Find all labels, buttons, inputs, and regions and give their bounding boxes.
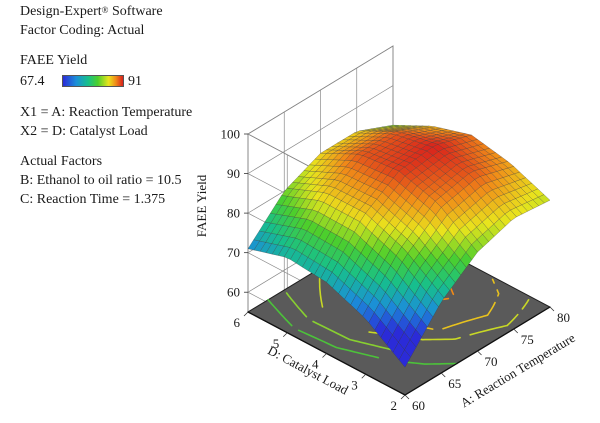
x-tick-label: 75 (521, 332, 534, 347)
x-tick-label: 65 (448, 376, 461, 391)
actual-factor-c: C: Reaction Time = 1.375 (20, 192, 166, 207)
software-suffix: Software (108, 4, 163, 19)
y-tick-label: 2 (391, 398, 398, 413)
x-tick-mark (440, 372, 446, 378)
z-axis-label: FAEE Yield (194, 174, 209, 237)
legend-min-value: 67.4 (20, 74, 45, 89)
actual-factors-title: Actual Factors (20, 154, 103, 169)
x-tick-mark (513, 328, 519, 334)
registered-mark: ® (101, 5, 109, 15)
software-title: Design-Expert® Software (20, 2, 230, 21)
legend-max-value: 91 (128, 74, 142, 89)
z-tick-label: 60 (227, 285, 240, 300)
y-tick-mark (400, 394, 406, 400)
y-tick-label: 5 (273, 336, 280, 351)
y-tick-mark (243, 311, 249, 317)
z-tick-label: 90 (227, 166, 240, 181)
actual-factor-b: B: Ethanol to oil ratio = 10.5 (20, 173, 182, 188)
x-tick-mark (549, 306, 555, 312)
y-tick-label: 6 (234, 315, 241, 330)
y-tick-mark (282, 332, 288, 338)
z-tick-label: 70 (227, 245, 240, 260)
x1-definition: X1 = A: Reaction Temperature (20, 105, 193, 120)
x-tick-label: 60 (412, 398, 425, 413)
y-tick-label: 3 (351, 377, 358, 392)
color-legend: 67.4 91 (20, 70, 230, 92)
software-name: Design-Expert (20, 4, 102, 19)
z-tick-label: 80 (227, 206, 240, 221)
y-tick-mark (322, 353, 327, 358)
z-tick-label: 100 (221, 127, 241, 142)
x-tick-label: 80 (557, 310, 570, 325)
factor-coding: Factor Coding: Actual (20, 23, 145, 38)
x-tick-mark (477, 350, 482, 356)
x-tick-label: 70 (485, 354, 498, 369)
legend-color-bar (62, 75, 124, 87)
surface-facet (398, 349, 411, 368)
y-tick-mark (361, 373, 367, 379)
x-tick-mark (404, 394, 410, 400)
axis-ticks: 60 70 80 90 100 2 3 4 5 6 60 65 70 75 80 (221, 127, 571, 414)
info-panel: Design-Expert® Software Factor Coding: A… (20, 0, 230, 209)
legend-title: FAEE Yield (20, 53, 88, 68)
contour-line (267, 299, 458, 365)
y-tick-label: 4 (312, 357, 319, 372)
surface-mesh (247, 124, 551, 368)
x2-definition: X2 = D: Catalyst Load (20, 124, 148, 139)
